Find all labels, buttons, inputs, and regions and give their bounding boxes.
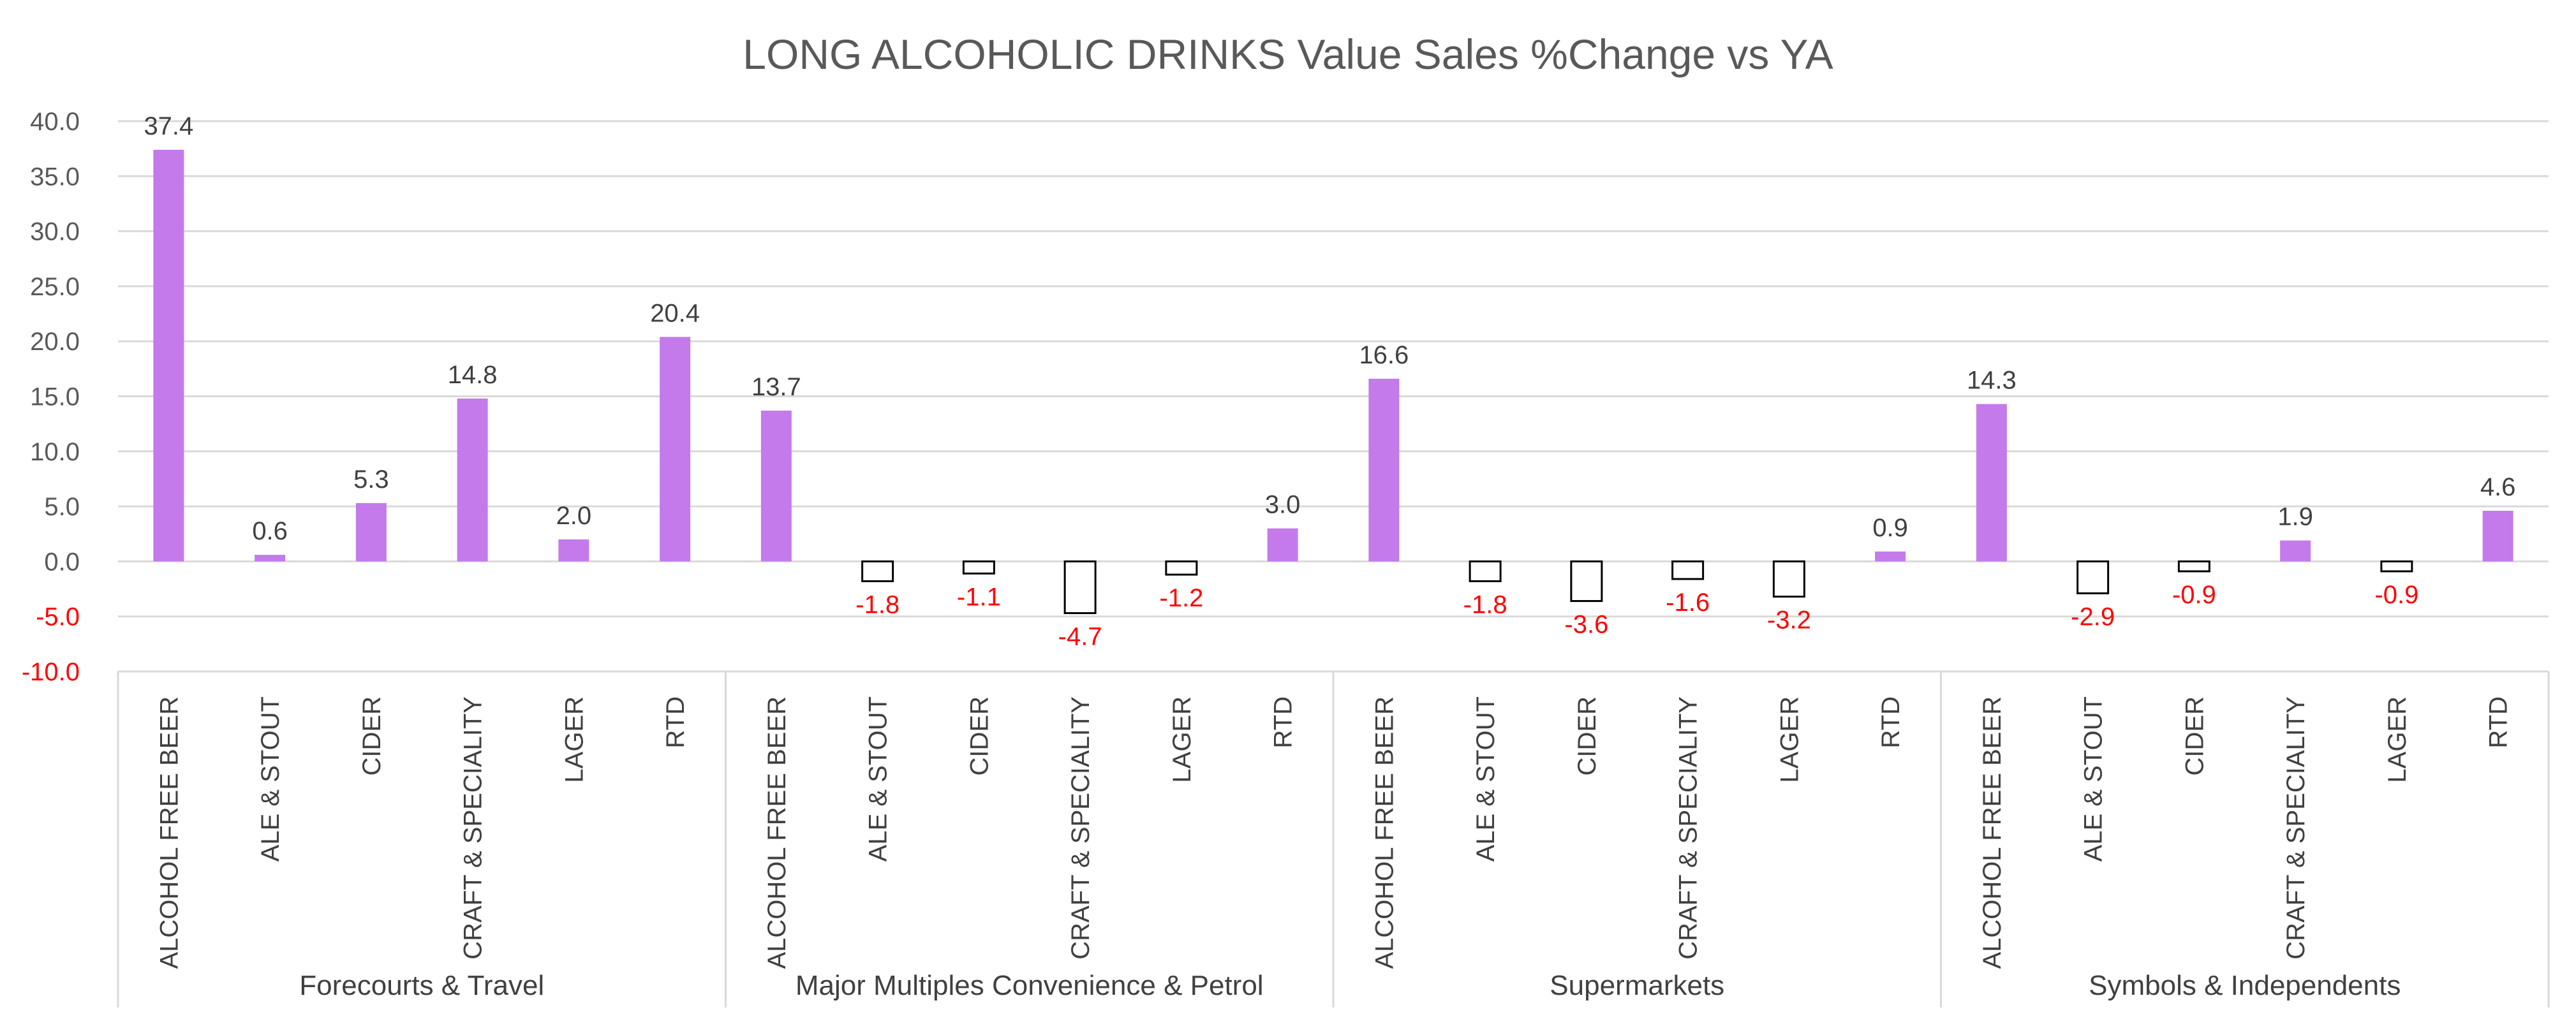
- category-label: RTD: [1269, 696, 1298, 748]
- category-label: LAGER: [560, 696, 588, 783]
- bar: [355, 502, 387, 562]
- bars: [153, 149, 2513, 615]
- category-label: ALE & STOUT: [864, 696, 892, 861]
- y-tick-label: -10.0: [22, 658, 80, 686]
- bar: [1976, 404, 2007, 562]
- bar: [2482, 511, 2513, 562]
- data-label: -3.6: [1564, 611, 1608, 639]
- y-tick-label: 5.0: [44, 493, 80, 521]
- category-label: CIDER: [2180, 696, 2209, 775]
- category-label: ALCOHOL FREE BEER: [155, 696, 183, 969]
- group-label: Forecourts & Travel: [299, 970, 544, 1001]
- group-label: Supermarkets: [1550, 970, 1724, 1001]
- data-label: -3.2: [1767, 606, 1811, 634]
- bar: [2280, 540, 2311, 562]
- y-tick-label: 20.0: [30, 328, 80, 356]
- bar: [861, 560, 894, 582]
- bar: [153, 149, 184, 562]
- group-label: Major Multiples Convenience & Petrol: [796, 970, 1264, 1001]
- category-label: RTD: [2485, 696, 2513, 748]
- category-label: RTD: [1877, 696, 1905, 748]
- bar: [1875, 551, 1906, 562]
- bar: [760, 410, 792, 562]
- category-label: LAGER: [1168, 696, 1196, 783]
- category-label: CIDER: [358, 696, 386, 775]
- data-label: -4.7: [1058, 623, 1102, 651]
- data-label: -0.9: [2374, 581, 2418, 609]
- data-label: 14.3: [1967, 367, 2017, 395]
- bar: [1671, 560, 1705, 580]
- bar: [558, 539, 589, 562]
- bar: [1165, 560, 1198, 576]
- y-tick-label: 40.0: [30, 108, 80, 136]
- y-tick-label: 30.0: [30, 218, 80, 246]
- data-label: 5.3: [353, 466, 389, 494]
- category-label: CIDER: [1573, 696, 1601, 775]
- data-label: 37.4: [144, 112, 193, 140]
- data-labels: 37.4 0.6 5.3 14.8 2.0 20.4 13.7 -1.8 -1.1 -4.7 -1.…: [144, 112, 2515, 651]
- chart-title: LONG ALCOHOLIC DRINKS Value Sales %Chang…: [743, 31, 1833, 78]
- category-label: CRAFT & SPECIALITY: [1067, 696, 1095, 960]
- data-label: 4.6: [2480, 473, 2516, 501]
- bar: [2076, 560, 2110, 594]
- y-axis-ticks: 40.0 35.0 30.0 25.0 20.0 15.0 10.0 5.0 0.0 -5.0 -1…: [22, 108, 80, 686]
- y-tick-label: 15.0: [30, 383, 80, 411]
- data-label: 13.7: [751, 373, 801, 401]
- bar: [2177, 560, 2210, 573]
- gridlines: [118, 120, 2549, 673]
- bar: [962, 560, 995, 575]
- category-label: ALE & STOUT: [1472, 696, 1500, 861]
- category-label: RTD: [662, 696, 690, 748]
- data-label: 0.9: [1872, 514, 1908, 542]
- category-label: ALE & STOUT: [2080, 696, 2108, 861]
- bar: [1368, 378, 1400, 562]
- data-label: 1.9: [2277, 503, 2313, 531]
- data-label: 0.6: [252, 517, 288, 545]
- data-label: 16.6: [1359, 341, 1409, 369]
- category-label: CRAFT & SPECIALITY: [2282, 696, 2310, 960]
- data-label: 2.0: [556, 502, 592, 530]
- category-label: CIDER: [965, 696, 993, 775]
- y-tick-label: 10.0: [30, 438, 80, 466]
- category-label: ALCOHOL FREE BEER: [1978, 696, 2006, 969]
- data-label: -2.9: [2071, 603, 2115, 631]
- bar: [255, 555, 286, 562]
- bar: [660, 337, 691, 562]
- category-label: LAGER: [1775, 696, 1803, 783]
- category-label: LAGER: [2383, 696, 2411, 783]
- data-label: -1.8: [855, 590, 899, 619]
- y-tick-label: -5.0: [36, 603, 80, 631]
- data-label: -1.6: [1666, 589, 1710, 617]
- bar: [1267, 528, 1298, 562]
- data-label: 20.4: [650, 299, 700, 327]
- y-tick-label: 25.0: [30, 273, 80, 301]
- category-label: ALCOHOL FREE BEER: [763, 696, 791, 969]
- y-tick-label: 0.0: [44, 548, 80, 576]
- category-label: ALCOHOL FREE BEER: [1370, 696, 1398, 969]
- category-label: CRAFT & SPECIALITY: [459, 696, 487, 960]
- bar: [1063, 560, 1097, 615]
- category-label: CRAFT & SPECIALITY: [1675, 696, 1703, 960]
- bar: [1772, 560, 1805, 598]
- data-label: -0.9: [2172, 581, 2216, 609]
- bar: [457, 398, 488, 562]
- data-label: 14.8: [448, 361, 498, 389]
- bar: [1469, 560, 1502, 582]
- y-tick-label: 35.0: [30, 163, 80, 191]
- data-label: -1.2: [1159, 584, 1203, 612]
- data-label: -1.8: [1463, 590, 1507, 619]
- group-label: Symbols & Independents: [2089, 970, 2401, 1001]
- category-label: ALE & STOUT: [256, 696, 285, 861]
- x-axis: ALCOHOL FREE BEER ALE & STOUT CIDER CRAFT &…: [117, 671, 2550, 1008]
- bar: [1570, 560, 1603, 603]
- data-label: 3.0: [1265, 491, 1301, 519]
- bar: [2380, 560, 2413, 573]
- data-label: -1.1: [957, 583, 1001, 611]
